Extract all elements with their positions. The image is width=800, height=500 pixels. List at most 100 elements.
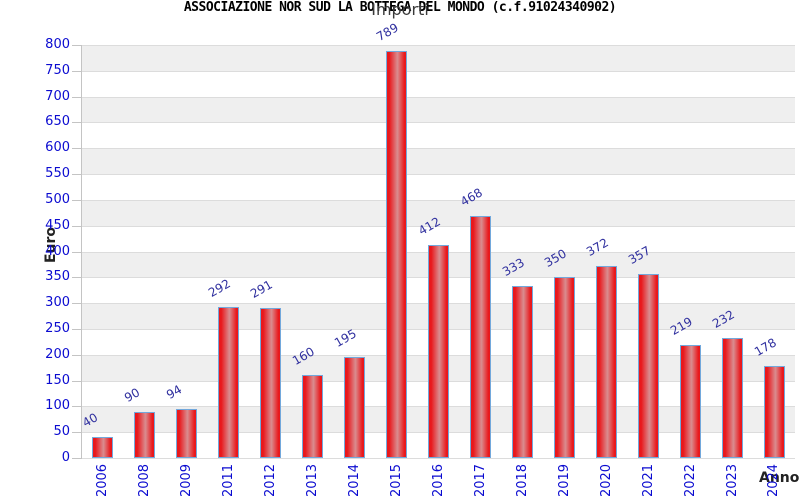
bar [386, 50, 408, 458]
y-tick-label: 250 [45, 320, 70, 336]
bar [637, 273, 659, 458]
grid-line [82, 458, 795, 459]
grid-band [82, 199, 795, 226]
y-tick-mark [72, 251, 82, 253]
grid-line [82, 122, 795, 124]
x-tick-label: 2017 [472, 463, 488, 497]
bar-value-label: 468 [457, 185, 485, 210]
grid-line [82, 96, 795, 98]
y-tick-mark [72, 122, 82, 124]
bar [92, 437, 114, 458]
bar-value-label: 372 [583, 235, 611, 259]
x-tick-label: 2022 [682, 463, 698, 497]
bar-value-label: 292 [206, 276, 234, 301]
x-tick-label: 2015 [389, 463, 405, 497]
x-tick-label: 2021 [640, 463, 656, 497]
bar [763, 366, 785, 458]
y-tick-mark [72, 406, 82, 408]
chart-subtitle: Importi [371, 0, 429, 19]
y-tick-mark [72, 174, 82, 176]
grid-line [82, 148, 795, 150]
y-tick-mark [72, 45, 82, 46]
bar [344, 357, 366, 458]
y-tick-label: 50 [53, 424, 70, 440]
bar [260, 307, 282, 458]
y-tick-mark [72, 354, 82, 356]
y-tick-label: 650 [45, 114, 70, 130]
bar-value-label: 789 [374, 20, 401, 44]
bar [134, 411, 156, 458]
y-tick-mark [72, 380, 82, 382]
y-tick-label: 500 [45, 191, 70, 207]
bar-value-label: 219 [667, 314, 695, 338]
grid-line [82, 45, 795, 46]
bar-value-label: 40 [80, 410, 101, 431]
y-tick-label: 200 [45, 346, 70, 362]
y-tick-label: 700 [45, 88, 70, 104]
x-tick-label: 2009 [179, 463, 195, 497]
y-tick-mark [72, 432, 82, 434]
grid-band [82, 96, 795, 123]
grid-band [82, 70, 795, 97]
bar-value-label: 94 [164, 382, 185, 403]
y-tick-mark [72, 70, 82, 72]
y-tick-label: 150 [45, 372, 70, 388]
bar-value-label: 232 [709, 307, 737, 332]
bar [428, 245, 449, 458]
grid-band [82, 45, 795, 71]
x-tick-label: 2024 [766, 463, 782, 497]
y-tick-label: 350 [45, 269, 70, 285]
y-tick-label: 100 [45, 398, 70, 414]
x-tick-label: 2018 [514, 463, 530, 497]
bar [553, 277, 575, 458]
grid-band [82, 174, 795, 200]
bar-value-label: 333 [499, 255, 527, 280]
bar [218, 307, 240, 458]
y-tick-label: 450 [45, 217, 70, 233]
bar [595, 265, 617, 458]
bar-value-label: 350 [541, 246, 569, 271]
bar-value-label: 195 [332, 326, 359, 351]
y-tick-mark [72, 199, 82, 201]
y-tick-label: 750 [45, 62, 70, 78]
bar-value-label: 291 [248, 277, 276, 301]
x-tick-label: 2011 [221, 463, 237, 497]
x-axis-title: Anno [759, 470, 800, 486]
grid-line [82, 174, 795, 176]
bar-value-label: 90 [122, 384, 143, 405]
bar-value-label: 357 [625, 243, 653, 267]
grid-line [82, 70, 795, 72]
x-tick-label: 2008 [137, 463, 153, 497]
x-tick-label: 2006 [95, 463, 111, 497]
grid-line [82, 225, 795, 227]
x-tick-label: 2019 [556, 463, 572, 497]
bar [302, 375, 324, 458]
y-tick-mark [72, 458, 82, 459]
y-tick-mark [72, 225, 82, 227]
bar [721, 338, 743, 458]
bar [469, 216, 491, 458]
y-tick-label: 550 [45, 166, 70, 182]
grid-band [82, 122, 795, 149]
bar-value-label: 412 [416, 214, 443, 239]
y-tick-mark [72, 303, 82, 305]
bar-value-label: 178 [751, 335, 779, 360]
y-tick-mark [72, 148, 82, 150]
y-tick-mark [72, 277, 82, 279]
x-tick-label: 2013 [305, 463, 321, 497]
bar-value-label: 160 [290, 344, 318, 369]
y-tick-label: 600 [45, 140, 70, 156]
y-tick-mark [72, 328, 82, 330]
x-tick-label: 2014 [347, 463, 363, 497]
y-tick-label: 300 [45, 295, 70, 311]
y-tick-label: 400 [45, 243, 70, 259]
y-tick-mark [72, 96, 82, 98]
bar [511, 286, 533, 458]
grid-line [82, 199, 795, 201]
x-tick-label: 2012 [263, 463, 279, 497]
x-tick-label: 2016 [431, 463, 446, 497]
chart-title: ASSOCIAZIONE NOR SUD LA BOTTEGA DEL MOND… [183, 0, 617, 15]
bar [176, 409, 198, 458]
grid-band [82, 148, 795, 175]
